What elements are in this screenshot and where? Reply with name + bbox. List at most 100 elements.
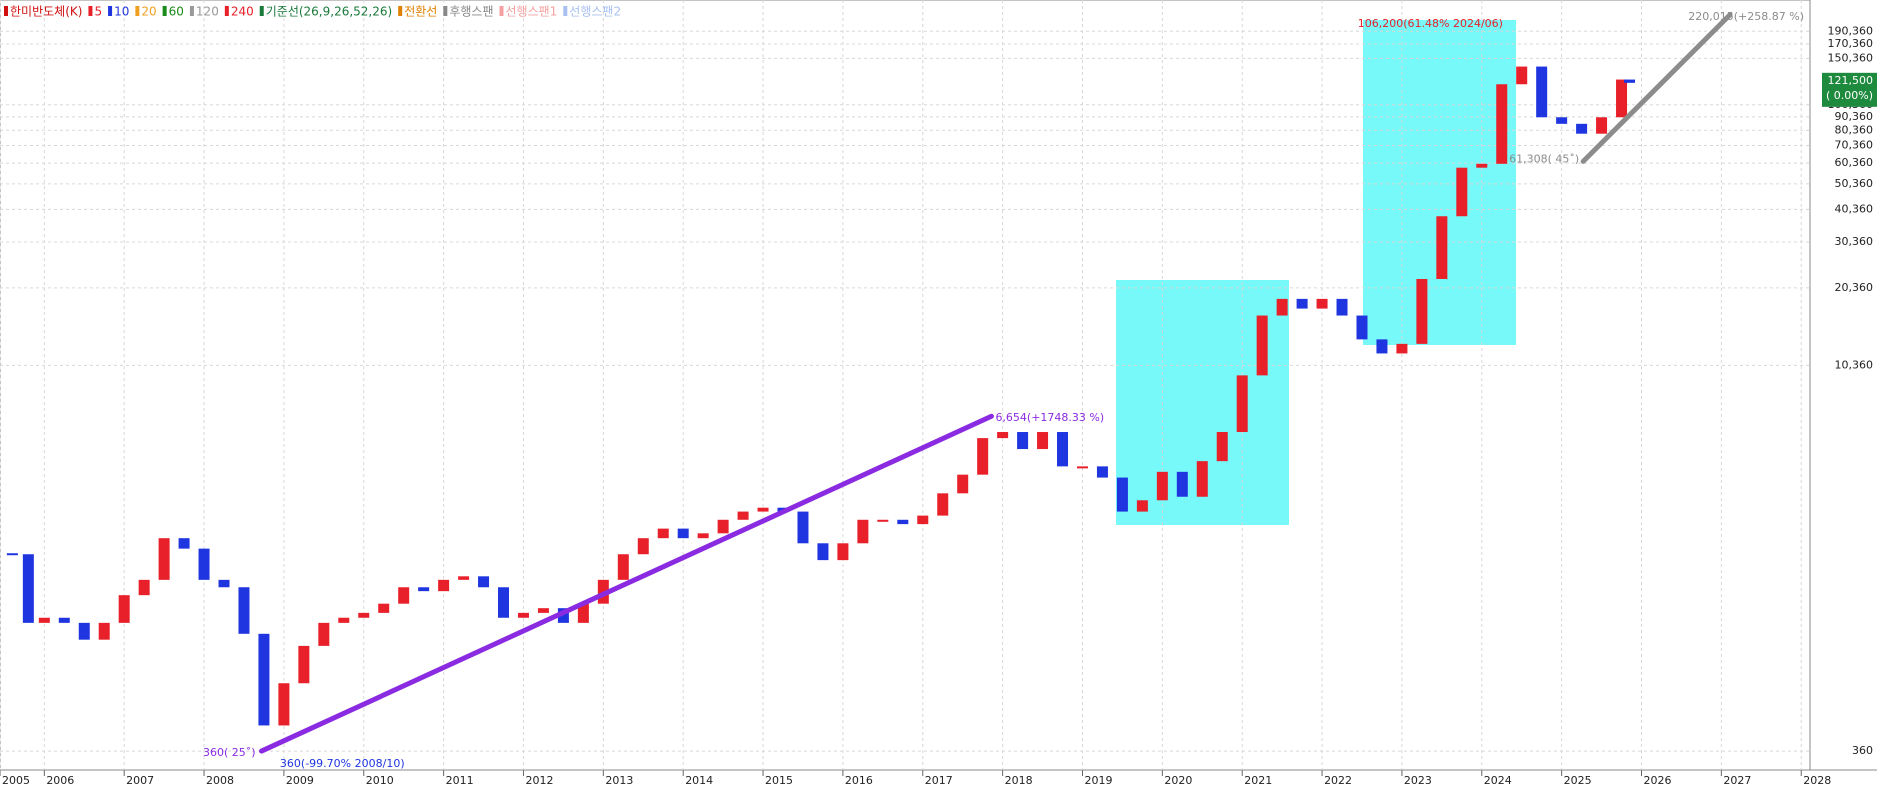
x-tick-label: 2014 xyxy=(685,774,713,787)
candle xyxy=(1376,339,1388,354)
legend-swatch xyxy=(135,6,140,16)
candle xyxy=(22,554,34,623)
candle xyxy=(1576,123,1588,134)
candle xyxy=(378,603,390,613)
x-tick-label: 2010 xyxy=(366,774,394,787)
candle xyxy=(118,595,130,623)
annotation: 360( 25˚) xyxy=(203,746,256,759)
legend-label: 전환선 xyxy=(404,5,437,19)
candle xyxy=(1516,66,1528,85)
candle xyxy=(438,579,450,592)
x-tick-label: 2026 xyxy=(1643,774,1671,787)
y-tick-label: 50,360 xyxy=(1835,177,1874,190)
candle xyxy=(837,543,849,561)
x-tick-label: 2017 xyxy=(925,774,953,787)
annotation: 6,654(+1748.33 %) xyxy=(995,411,1104,424)
candle xyxy=(298,645,310,684)
candle xyxy=(1156,471,1168,501)
y-tick-label: 170,360 xyxy=(1828,37,1874,50)
candle xyxy=(478,576,490,588)
x-tick-label: 2021 xyxy=(1244,774,1272,787)
candle xyxy=(198,548,210,580)
annotation: 61,308( 45˚) xyxy=(1509,152,1579,165)
candle xyxy=(917,515,929,525)
y-tick-label: 150,360 xyxy=(1828,51,1874,64)
candle xyxy=(498,587,510,618)
candle xyxy=(1296,298,1308,309)
x-tick-label: 2009 xyxy=(286,774,314,787)
candle xyxy=(1556,117,1568,124)
trend-line xyxy=(259,413,994,754)
x-tick-label: 2012 xyxy=(525,774,553,787)
legend-swatch xyxy=(224,6,229,16)
candle xyxy=(1096,466,1108,478)
candle xyxy=(557,608,569,623)
legend-label: 기준선(26,9,26,52,26) xyxy=(266,5,392,19)
candle xyxy=(957,474,969,494)
candle xyxy=(398,587,410,604)
legend-swatch xyxy=(88,6,93,16)
x-tick-label: 2019 xyxy=(1084,774,1112,787)
x-tick-label: 2018 xyxy=(1005,774,1033,787)
candle xyxy=(1496,84,1508,164)
x-tick-label: 2007 xyxy=(126,774,154,787)
candle xyxy=(1017,432,1029,450)
x-tick-label: 2008 xyxy=(206,774,234,787)
legend-swatch xyxy=(4,6,8,16)
y-tick-label: 80,360 xyxy=(1835,123,1874,136)
candle xyxy=(218,579,230,588)
y-tick-label: 10,360 xyxy=(1835,358,1874,371)
candle xyxy=(318,622,330,646)
candle xyxy=(677,528,689,539)
candle xyxy=(977,438,989,475)
candle xyxy=(697,533,709,539)
candle xyxy=(797,511,809,544)
y-tick-label: 40,360 xyxy=(1835,202,1874,215)
legend-label: 240 xyxy=(231,5,254,19)
x-tick-label: 2024 xyxy=(1484,774,1512,787)
legend-swatch xyxy=(563,6,568,16)
candle xyxy=(1624,79,1636,83)
x-tick-label: 2020 xyxy=(1164,774,1192,787)
candle xyxy=(877,519,889,522)
candle xyxy=(1356,315,1368,340)
candle xyxy=(1456,167,1468,217)
candle xyxy=(737,511,749,520)
legend-swatch xyxy=(398,6,403,16)
candle xyxy=(338,617,350,623)
candle xyxy=(6,553,18,556)
annotation: 106,200(61.48% 2024/06) xyxy=(1358,17,1503,30)
candle xyxy=(1436,216,1448,279)
legend-swatch xyxy=(259,6,264,16)
candle xyxy=(98,622,110,640)
y-tick-label: 60,360 xyxy=(1835,156,1874,169)
legend-swatch xyxy=(443,6,448,16)
candle xyxy=(937,493,949,516)
candle xyxy=(1616,79,1628,118)
x-tick-label: 2025 xyxy=(1564,774,1592,787)
legend-swatch xyxy=(499,6,504,16)
last-price: 121,500 xyxy=(1828,74,1874,87)
candle xyxy=(537,608,549,613)
legend-label: 20 xyxy=(141,5,156,19)
candle xyxy=(1216,432,1228,462)
x-tick-label: 2005 xyxy=(2,774,30,787)
candle xyxy=(1536,66,1548,118)
candle xyxy=(58,617,70,623)
candle xyxy=(617,554,629,580)
candle xyxy=(1396,343,1408,354)
candle xyxy=(657,528,669,539)
candle xyxy=(258,633,270,726)
annotation: 220,015(+258.87 %) xyxy=(1688,10,1804,23)
candle xyxy=(577,603,589,623)
trend-line xyxy=(1580,12,1733,164)
legend-label: 10 xyxy=(114,5,129,19)
candle xyxy=(897,519,909,525)
legend-label: 한미반도체(K) xyxy=(10,5,82,19)
x-tick-label: 2015 xyxy=(765,774,793,787)
annotation: 360(-99.70% 2008/10) xyxy=(280,757,405,770)
candle xyxy=(238,587,250,634)
legend-label: 5 xyxy=(94,5,102,19)
legend-swatch xyxy=(108,6,113,16)
